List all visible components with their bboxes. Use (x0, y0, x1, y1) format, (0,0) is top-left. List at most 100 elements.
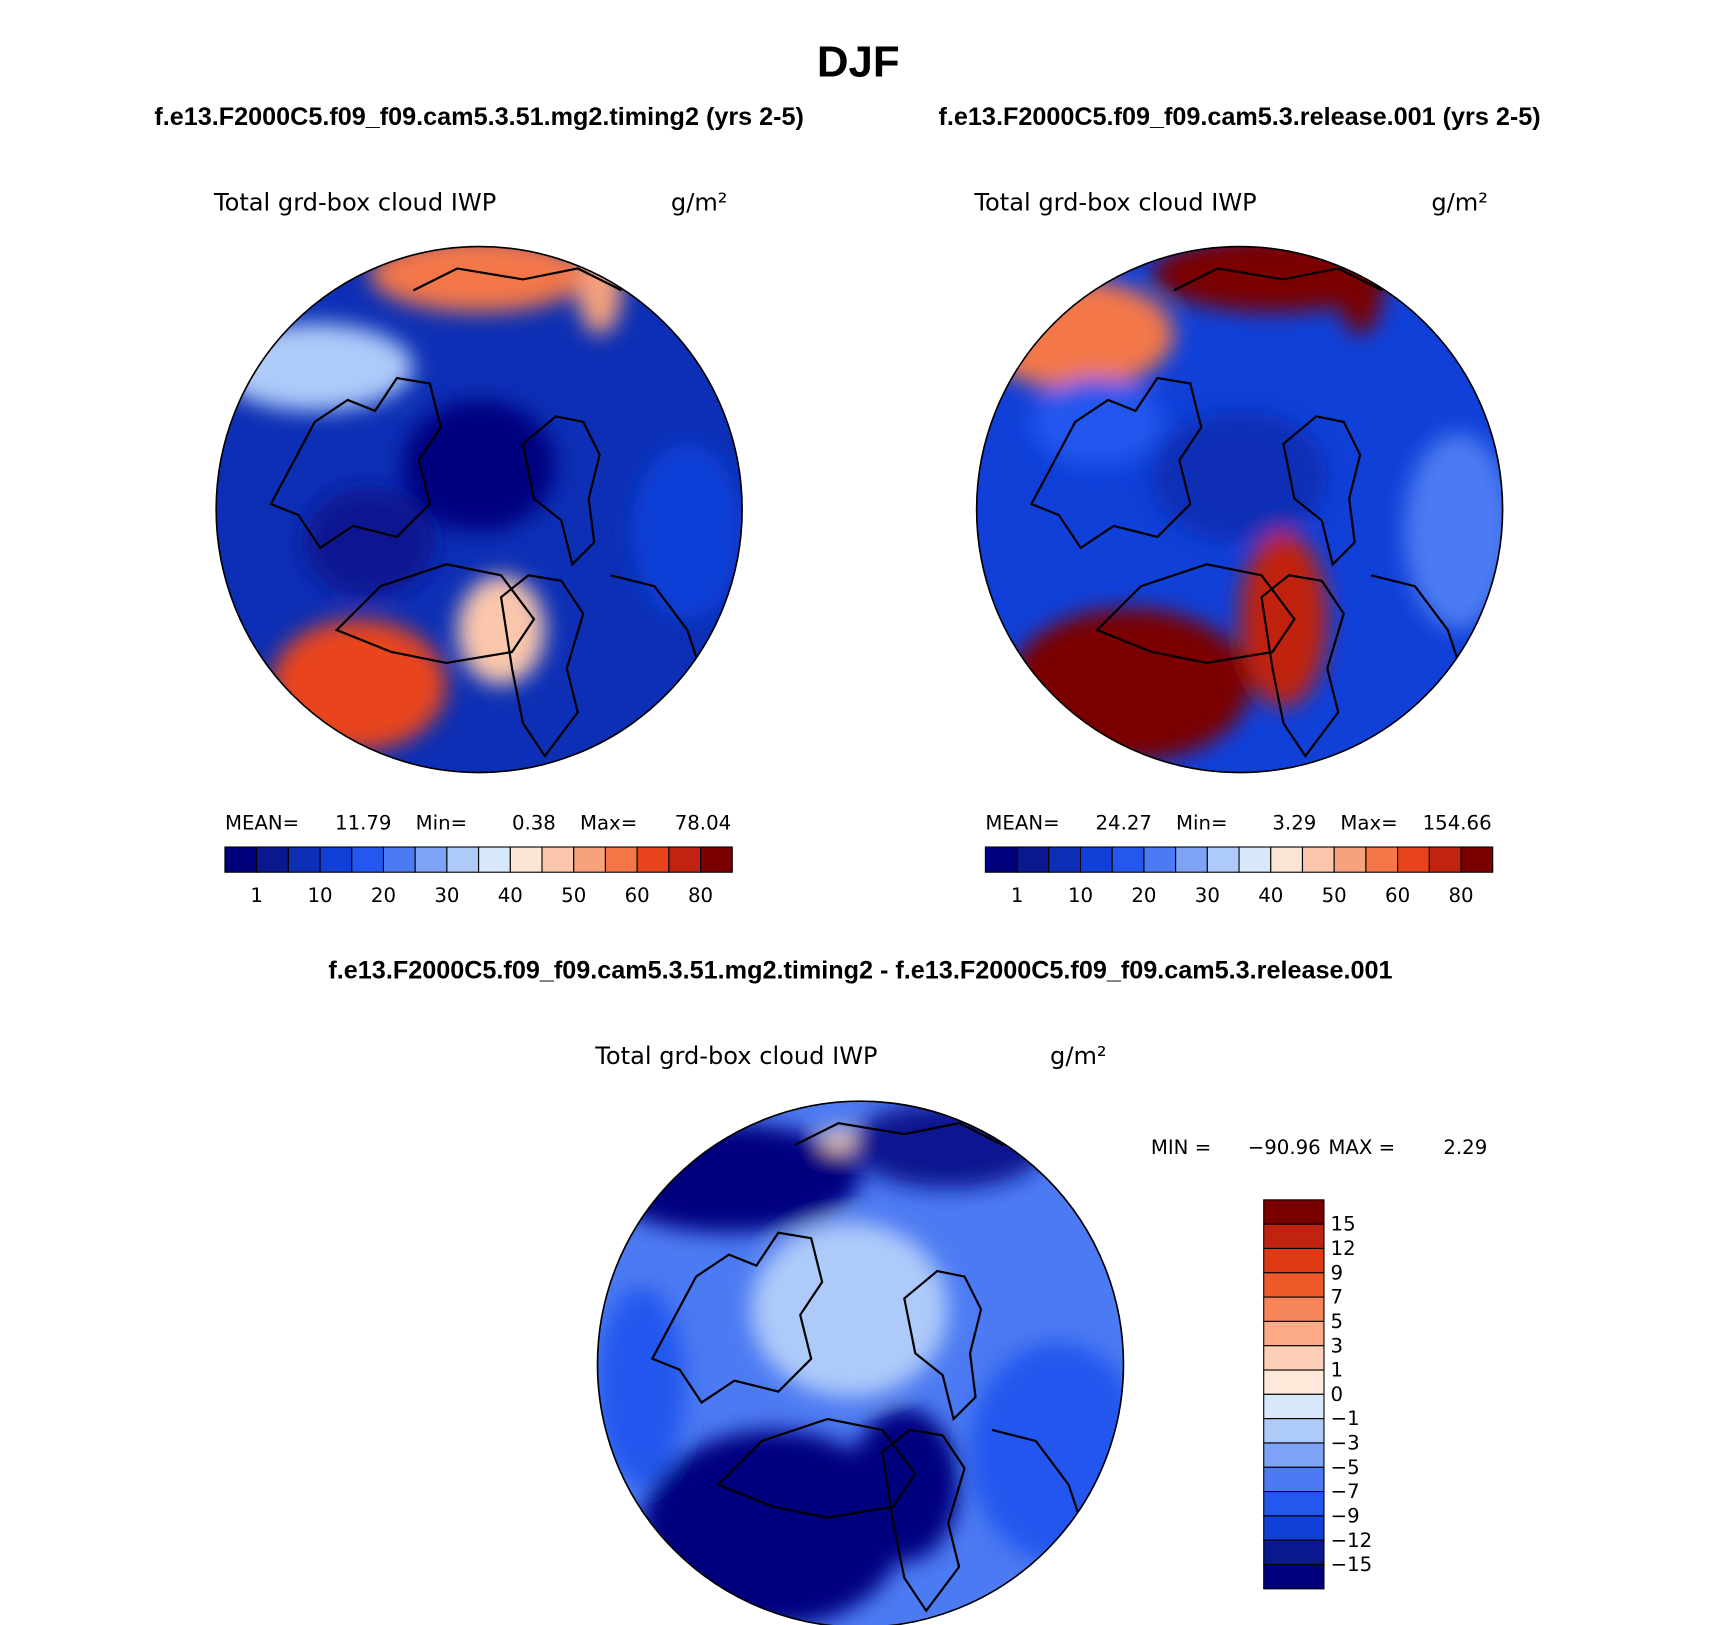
field-blob (970, 1342, 1124, 1562)
colorbar-box (1263, 1515, 1325, 1541)
colorbar-label: 30 (434, 884, 459, 907)
stat-value: 154.66 (1423, 811, 1492, 834)
variable-label: Total grd-box cloud IWP (973, 188, 1256, 216)
colorbar-label: 12 (1331, 1237, 1356, 1260)
colorbar-label: 0 (1331, 1383, 1344, 1406)
colorbar-label: 20 (1131, 884, 1156, 907)
map-field (597, 1101, 1124, 1625)
colorbar-box (382, 846, 416, 873)
stat-label: Min= (1176, 811, 1228, 834)
colorbar-box (1263, 1320, 1325, 1347)
field-blob (1403, 432, 1503, 631)
colorbar-label: 10 (1068, 884, 1093, 907)
map (597, 1101, 1124, 1625)
variable-label: Total grd-box cloud IWP (213, 188, 496, 216)
colorbar-label: 80 (1448, 884, 1473, 907)
field-blob (976, 279, 1174, 389)
stat-value: 78.04 (675, 811, 731, 834)
field-blob (303, 487, 436, 598)
map (216, 246, 743, 773)
field-blob (1031, 378, 1163, 466)
variable-label: Total grd-box cloud IWP (594, 1042, 877, 1070)
colorbar-label: 7 (1331, 1286, 1344, 1309)
colorbar-box (1206, 846, 1240, 873)
stat-value: −90.96 (1248, 1136, 1321, 1159)
colorbar-box (1175, 846, 1208, 873)
colorbar-label: 15 (1331, 1213, 1356, 1236)
colorbar-label: −7 (1331, 1480, 1360, 1503)
field-blob (1151, 410, 1328, 543)
map-border (215, 245, 743, 774)
map (976, 246, 1503, 773)
units-label: g/m² (1050, 1042, 1107, 1070)
colorbar-box (1263, 1418, 1325, 1444)
colorbar-box (1263, 1563, 1325, 1590)
colorbar-box (700, 846, 733, 873)
colorbar-box (1263, 1393, 1325, 1420)
map-border (596, 1100, 1125, 1625)
colorbar-label: 10 (308, 884, 333, 907)
coastline (1029, 267, 1471, 758)
panel-case-title: f.e13.F2000C5.f09_f09.cam5.3.release.001… (939, 103, 1541, 131)
field-blob (597, 1287, 686, 1485)
stat-value: 0.38 (512, 811, 556, 834)
colorbar-box (1263, 1466, 1325, 1493)
field-blob (822, 1128, 855, 1151)
stat-label: MEAN= (225, 811, 299, 834)
field-blob (1239, 531, 1328, 707)
colorbar-box (668, 846, 702, 873)
field-blob (849, 1101, 1047, 1189)
map-border (975, 245, 1504, 774)
colorbar-label: −15 (1331, 1553, 1373, 1576)
panel-case-title: f.e13.F2000C5.f09_f09.cam5.3.51.mg2.timi… (328, 957, 1392, 985)
colorbar-label: 50 (1322, 884, 1347, 907)
stat-value: 24.27 (1095, 811, 1151, 834)
stat-label: MAX = (1328, 1136, 1395, 1159)
colorbar-box (319, 846, 353, 873)
colorbar-label: 80 (688, 884, 713, 907)
field-blob (369, 246, 589, 313)
colorbar-box (224, 846, 258, 873)
colorbar-label: −1 (1331, 1407, 1360, 1430)
stat-label: Max= (580, 811, 637, 834)
colorbar-box (1365, 846, 1399, 873)
field-blob (1338, 246, 1383, 335)
colorbar-box (1048, 846, 1082, 873)
colorbar-box (1460, 846, 1494, 873)
colorbar-label: 40 (498, 884, 523, 907)
coastline (650, 1121, 1092, 1613)
colorbar-box (1263, 1491, 1325, 1517)
colorbar-label: −12 (1331, 1529, 1373, 1552)
colorbar-box (1263, 1247, 1325, 1274)
field-blob (597, 1123, 861, 1233)
stat-label: MEAN= (985, 811, 1059, 834)
colorbar-box (1263, 1272, 1325, 1298)
colorbar-box (1397, 846, 1430, 873)
field-blob (457, 575, 545, 685)
colorbar-label: 50 (561, 884, 586, 907)
colorbar-label: 5 (1331, 1310, 1344, 1333)
field-blob (402, 399, 556, 532)
colorbar-box (604, 846, 638, 873)
colorbar-box (1263, 1223, 1325, 1250)
stat-value: 2.29 (1443, 1136, 1487, 1159)
colorbar-box (509, 846, 543, 873)
colorbar-box (1111, 846, 1145, 873)
colorbar-label: 60 (1385, 884, 1410, 907)
field-blob (1009, 608, 1251, 762)
colorbar-label: 9 (1331, 1261, 1344, 1284)
colorbar-label: 30 (1195, 884, 1220, 907)
colorbar-box (1428, 846, 1462, 873)
field-blob (632, 443, 743, 620)
stat-label: MIN = (1151, 1136, 1211, 1159)
colorbar-box (1143, 846, 1177, 873)
colorbar-label: 3 (1331, 1334, 1344, 1357)
colorbar-box (478, 846, 511, 873)
colorbar-label: −5 (1331, 1456, 1360, 1479)
colorbar-box (414, 846, 448, 873)
colorbar-box (1301, 846, 1335, 873)
colorbar-box (1263, 1539, 1325, 1566)
colorbar-box (1263, 1296, 1325, 1322)
